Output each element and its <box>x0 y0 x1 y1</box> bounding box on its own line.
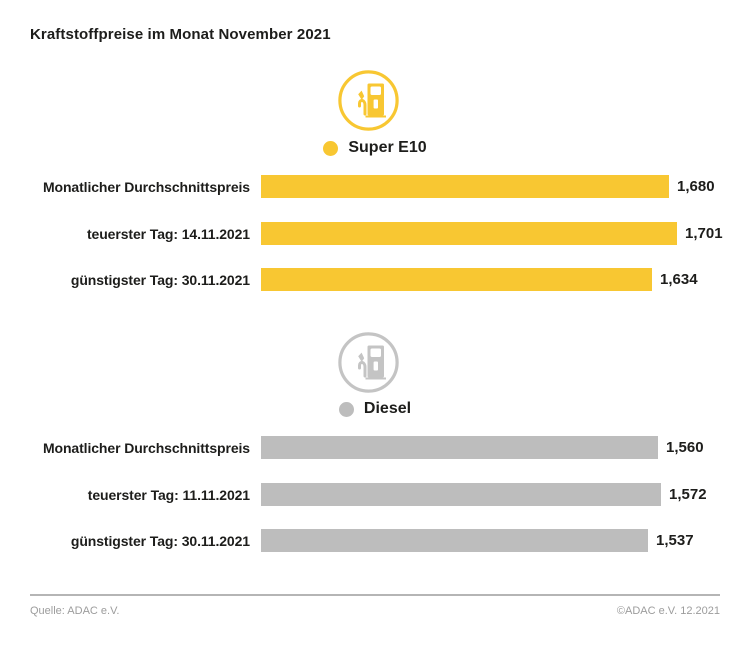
row-label: Monatlicher Durchschnittspreis <box>42 439 250 456</box>
bar-row: Monatlicher Durchschnittspreis 1,560 <box>30 436 704 459</box>
bar-row: günstigster Tag: 30.11.2021 1,537 <box>30 529 694 552</box>
row-label: teuerster Tag: 14.11.2021 <box>86 225 250 242</box>
legend-super-e10: Super E10 <box>0 139 750 157</box>
footer-copyright: ©ADAC e.V. 12.2021 <box>616 605 720 617</box>
legend-label: Super E10 <box>348 139 427 156</box>
bar-row: Monatlicher Durchschnittspreis 1,680 <box>30 175 715 198</box>
fuel-pump-icon <box>337 331 400 394</box>
bar-row: teuerster Tag: 11.11.2021 1,572 <box>30 483 707 506</box>
price-bar <box>261 436 658 459</box>
bar-value-label: 1,537 <box>656 532 694 549</box>
footer-source: Quelle: ADAC e.V. <box>30 605 120 617</box>
bar-row: günstigster Tag: 30.11.2021 1,634 <box>30 268 698 291</box>
legend-dot <box>323 140 339 156</box>
bar-value-label: 1,560 <box>666 439 704 456</box>
footer-divider <box>30 594 720 596</box>
bar-value-label: 1,680 <box>677 178 715 195</box>
bar-row: teuerster Tag: 14.11.2021 1,701 <box>30 222 723 245</box>
row-label: günstigster Tag: 30.11.2021 <box>70 271 250 288</box>
price-bar <box>261 175 669 198</box>
legend-diesel: Diesel <box>0 400 750 418</box>
price-bar <box>261 529 648 552</box>
bar-value-label: 1,634 <box>660 271 698 288</box>
row-label: teuerster Tag: 11.11.2021 <box>87 486 250 503</box>
price-bar <box>261 268 652 291</box>
page-title: Kraftstoffpreise im Monat November 2021 <box>30 26 331 43</box>
price-bar <box>261 483 661 506</box>
legend-dot <box>338 401 354 417</box>
row-label: günstigster Tag: 30.11.2021 <box>70 532 250 549</box>
price-bar <box>261 222 677 245</box>
legend-label: Diesel <box>363 400 412 417</box>
bar-value-label: 1,701 <box>685 225 723 242</box>
row-label: Monatlicher Durchschnittspreis <box>42 178 250 195</box>
fuel-pump-icon <box>337 69 400 132</box>
bar-value-label: 1,572 <box>669 486 707 503</box>
